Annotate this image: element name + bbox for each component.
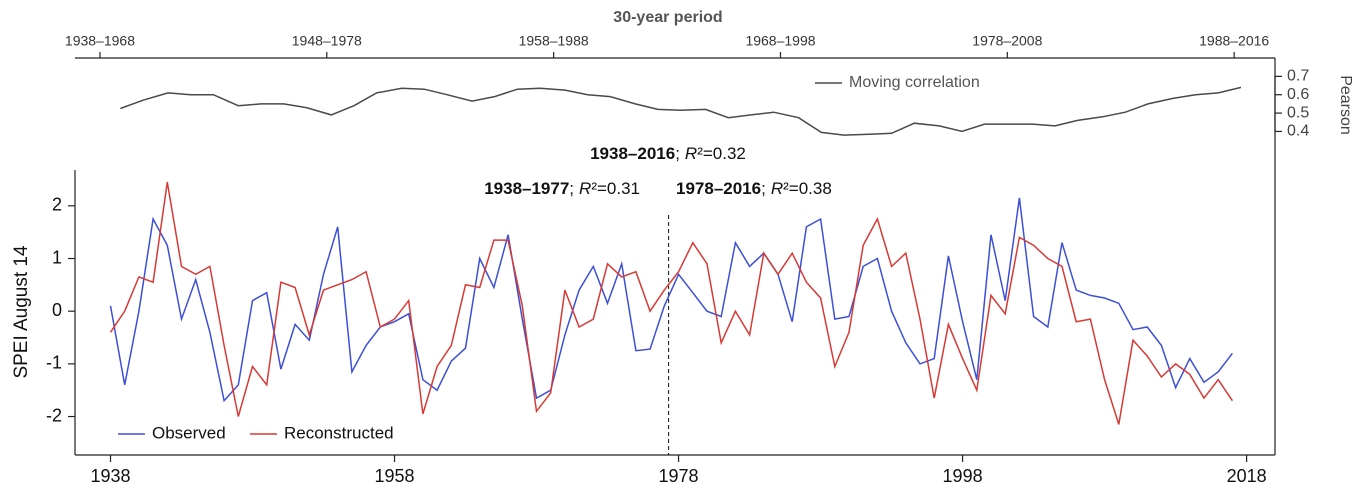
- x-tick-label: 2018: [1227, 466, 1267, 486]
- annotation-part: ²=0.32: [697, 144, 746, 163]
- annotation-part: ²=0.31: [591, 179, 640, 198]
- legend-label: Moving correlation: [849, 74, 980, 91]
- x-tick-label: 1938–1968: [65, 33, 135, 49]
- x-tick-label: 1958–1988: [519, 33, 589, 49]
- legend-label: Observed: [152, 423, 226, 442]
- x-tick-label: 1978–2008: [972, 33, 1042, 49]
- y-tick-label: 2: [52, 195, 62, 215]
- x-tick-label: 1988–2016: [1199, 33, 1269, 49]
- annotation-part: ;: [675, 144, 680, 163]
- y-tick-label: -1: [46, 353, 62, 373]
- y-tick-label: 0.7: [1287, 68, 1309, 85]
- x-tick-label: 1948–1978: [292, 33, 362, 49]
- top-axis-label: 30-year period: [613, 9, 722, 26]
- y-tick-label: 0.4: [1287, 123, 1309, 140]
- annotation-part: R: [771, 179, 783, 198]
- annotation-part: ²=0.38: [783, 179, 832, 198]
- annotation-part: 1938–1977: [484, 179, 569, 198]
- data-line: [109, 197, 1233, 403]
- annotation-part: R: [685, 144, 697, 163]
- pearson-label: Pearson: [1337, 75, 1354, 135]
- x-tick-label: 1938: [90, 466, 130, 486]
- x-tick-label: 1998: [943, 466, 983, 486]
- annotation-part: ;: [761, 179, 766, 198]
- y-tick-label: 1: [52, 247, 62, 267]
- annotation-part: 1938–2016: [590, 144, 675, 163]
- y-axis-label: SPEI August 14: [11, 245, 32, 379]
- annotation: 1938–1977; R²=0.31: [484, 179, 640, 198]
- x-tick-label: 1968–1998: [745, 33, 815, 49]
- annotation-part: ;: [569, 179, 574, 198]
- annotation: 1978–2016; R²=0.38: [676, 179, 832, 198]
- y-tick-label: 0: [52, 300, 62, 320]
- data-line: [109, 181, 1234, 425]
- annotation: 1938–2016; R²=0.32: [590, 144, 746, 163]
- annotation-part: R: [579, 179, 591, 198]
- x-tick-label: 1958: [375, 466, 415, 486]
- data-line: [120, 86, 1242, 136]
- y-tick-label: -2: [46, 405, 62, 425]
- y-tick-label: 0.6: [1287, 86, 1309, 103]
- legend-label: Reconstructed: [284, 423, 394, 442]
- annotation-part: 1978–2016: [676, 179, 761, 198]
- x-tick-label: 1978: [659, 466, 699, 486]
- y-tick-label: 0.5: [1287, 104, 1309, 121]
